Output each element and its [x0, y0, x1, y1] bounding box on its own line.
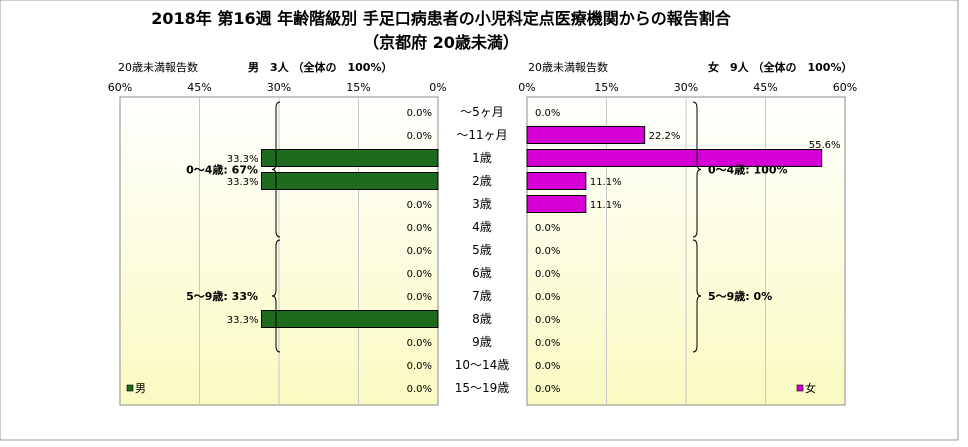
male-value-label: 0.0% [407, 292, 432, 303]
female-bar [526, 126, 646, 144]
female-value-label: 0.0% [535, 246, 560, 257]
female-value-label: 0.0% [535, 338, 560, 349]
category-label: 5歳 [472, 243, 492, 257]
male-value-label: 0.0% [407, 200, 432, 211]
female-group-label: 5～9歳: 0% [708, 289, 772, 303]
category-label: ～11ヶ月 [456, 128, 507, 142]
female-value-label: 0.0% [535, 223, 560, 234]
female-value-label: 55.6% [809, 140, 841, 151]
male-x-tick-label: 0% [429, 81, 446, 94]
male-bar [261, 149, 439, 167]
chart-subtitle: （京都府 20歳未満） [363, 33, 519, 52]
category-label: ～5ヶ月 [460, 105, 504, 119]
female-value-label: 0.0% [535, 384, 560, 395]
male-group-bracket [271, 101, 281, 238]
female-group-bracket [692, 101, 702, 238]
female-x-tick-label: 30% [674, 81, 698, 94]
female-header-count: 女 9人 （全体の 100%） [708, 60, 852, 74]
female-group-label: 0～4歳: 100% [708, 163, 788, 177]
category-label: 4歳 [472, 220, 492, 234]
category-label: 2歳 [472, 174, 492, 188]
female-legend-label: 女 [805, 381, 816, 395]
male-value-label: 0.0% [407, 361, 432, 372]
category-label: 7歳 [472, 289, 492, 303]
female-value-label: 0.0% [535, 292, 560, 303]
category-label: 9歳 [472, 335, 492, 349]
male-legend-swatch [126, 384, 134, 392]
male-value-label: 0.0% [407, 338, 432, 349]
female-bar [526, 172, 587, 190]
male-x-tick-label: 45% [187, 81, 211, 94]
category-label: 3歳 [472, 197, 492, 211]
category-label: 1歳 [472, 151, 492, 165]
male-x-tick-label: 30% [267, 81, 291, 94]
female-x-tick-label: 45% [753, 81, 777, 94]
category-label: 8歳 [472, 312, 492, 326]
male-legend-label: 男 [135, 382, 146, 395]
female-value-label: 0.0% [535, 361, 560, 372]
female-value-label: 0.0% [535, 269, 560, 280]
female-value-label: 11.1% [590, 177, 622, 188]
category-label: 10～14歳 [455, 358, 510, 372]
male-value-label: 0.0% [407, 108, 432, 119]
female-value-label: 0.0% [535, 315, 560, 326]
male-value-label: 0.0% [407, 384, 432, 395]
category-label: 15～19歳 [455, 381, 510, 395]
female-value-label: 11.1% [590, 200, 622, 211]
female-legend-swatch [796, 384, 804, 392]
male-value-label: 33.3% [227, 177, 259, 188]
female-header-label: 20歳未満報告数 [528, 61, 608, 74]
male-header-count: 男 3人 （全体の 100%） [248, 60, 392, 74]
male-x-tick-label: 15% [346, 81, 370, 94]
male-x-tick-label: 60% [108, 81, 132, 94]
female-bar [526, 195, 587, 213]
male-value-label: 0.0% [407, 131, 432, 142]
female-x-tick-label: 15% [594, 81, 618, 94]
male-value-label: 33.3% [227, 154, 259, 165]
male-header-label: 20歳未満報告数 [118, 61, 198, 74]
chart-title: 2018年 第16週 年齢階級別 手足口病患者の小児科定点医療機関からの報告割合 [151, 9, 732, 28]
female-bar [526, 149, 823, 167]
male-value-label: 0.0% [407, 246, 432, 257]
male-value-label: 0.0% [407, 223, 432, 234]
male-group-label: 0～4歳: 67% [186, 163, 258, 177]
female-group-bracket [692, 239, 702, 353]
male-bar [261, 310, 439, 328]
female-value-label: 0.0% [535, 108, 560, 119]
male-group-bracket [271, 239, 281, 353]
female-value-label: 22.2% [649, 131, 681, 142]
male-value-label: 0.0% [407, 269, 432, 280]
male-value-label: 33.3% [227, 315, 259, 326]
category-label: 6歳 [472, 266, 492, 280]
male-group-label: 5～9歳: 33% [186, 289, 258, 303]
female-x-tick-label: 60% [833, 81, 857, 94]
female-x-tick-label: 0% [518, 81, 535, 94]
male-bar [261, 172, 439, 190]
